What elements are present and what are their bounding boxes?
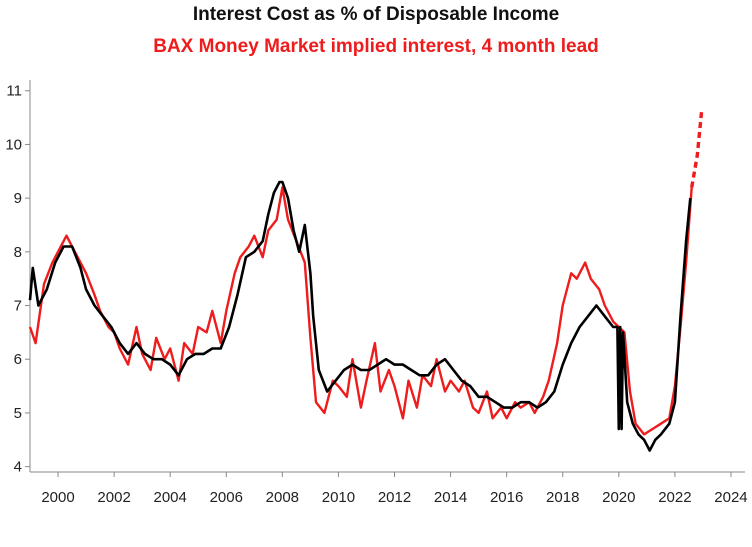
y-tick-label: 11	[6, 83, 22, 100]
series-line-red-projection	[690, 112, 704, 188]
y-tick-label: 5	[14, 405, 22, 422]
series-line-black	[28, 180, 692, 452]
x-tick-label: 2018	[546, 489, 579, 506]
x-tick-label: 2016	[490, 489, 523, 506]
x-tick-label: 2004	[154, 489, 187, 506]
chart-axes: 4 5 6 7 8 9 10 11 2000 2002 2004 2006 2008 2010 2012 20…	[5, 80, 748, 506]
chart-subtitle: BAX Money Market implied interest, 4 mon…	[153, 36, 599, 57]
x-tick-label: 2008	[266, 489, 299, 506]
y-tick-label: 6	[14, 351, 22, 368]
x-tick-label: 2002	[97, 489, 130, 506]
y-tick-label: 7	[14, 298, 22, 315]
x-tick-label: 2000	[41, 489, 74, 506]
y-tick-label: 10	[5, 136, 22, 153]
y-tick-label: 4	[14, 459, 22, 476]
y-tick-label: 8	[14, 244, 22, 261]
chart-title: Interest Cost as % of Disposable Income	[192, 4, 560, 25]
x-tick-label: 2020	[602, 489, 635, 506]
x-tick-label: 2022	[658, 489, 691, 506]
x-tick-label: 2024	[714, 489, 747, 506]
x-tick-label: 2014	[434, 489, 467, 506]
x-tick-label: 2012	[378, 489, 411, 506]
x-tick-label: 2010	[322, 489, 355, 506]
series-layer	[28, 112, 704, 452]
x-tick-label: 2006	[210, 489, 243, 506]
y-tick-label: 9	[14, 190, 22, 207]
